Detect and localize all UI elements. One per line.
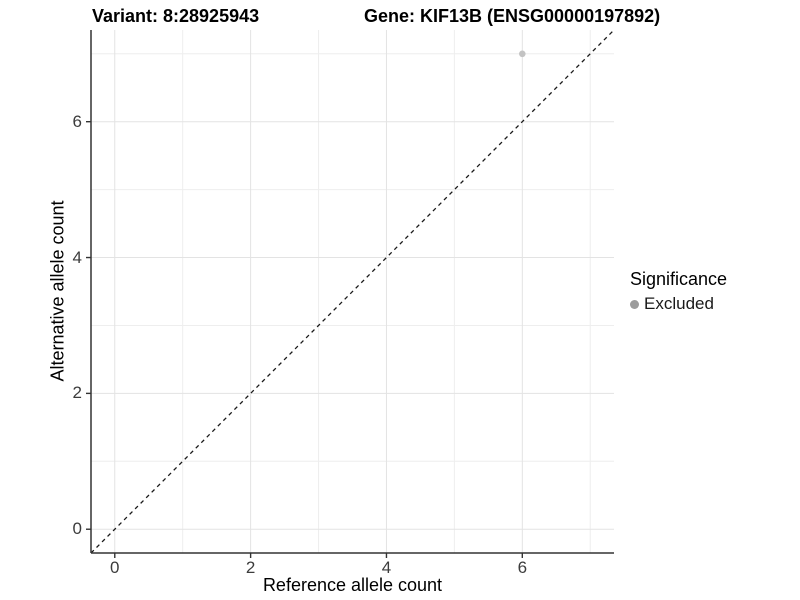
legend: Significance Excluded xyxy=(630,269,727,314)
variant-title: Variant: 8:28925943 xyxy=(92,6,260,26)
plot-panel xyxy=(86,29,615,558)
y-tick-label: 4 xyxy=(72,247,82,267)
legend-item-excluded: Excluded xyxy=(630,294,727,314)
y-axis-title: Alternative allele count xyxy=(47,200,68,382)
y-tick-label: 0 xyxy=(72,519,82,539)
legend-item-label: Excluded xyxy=(644,294,714,313)
data-point xyxy=(519,50,526,58)
y-tick-label: 2 xyxy=(72,383,82,403)
x-tick-label: 0 xyxy=(110,558,120,577)
identity-line xyxy=(90,29,615,554)
x-axis-title: Reference allele count xyxy=(262,575,443,595)
gene-title: Gene: KIF13B (ENSG00000197892) xyxy=(364,6,661,26)
legend-title: Significance xyxy=(630,269,728,289)
x-tick-label: 6 xyxy=(517,558,528,577)
excluded-point-icon xyxy=(630,299,639,309)
x-tick-label: 2 xyxy=(245,558,256,577)
x-tick-label: 4 xyxy=(381,558,392,577)
plot-canvas xyxy=(86,29,615,558)
y-tick-label: 6 xyxy=(72,111,82,131)
